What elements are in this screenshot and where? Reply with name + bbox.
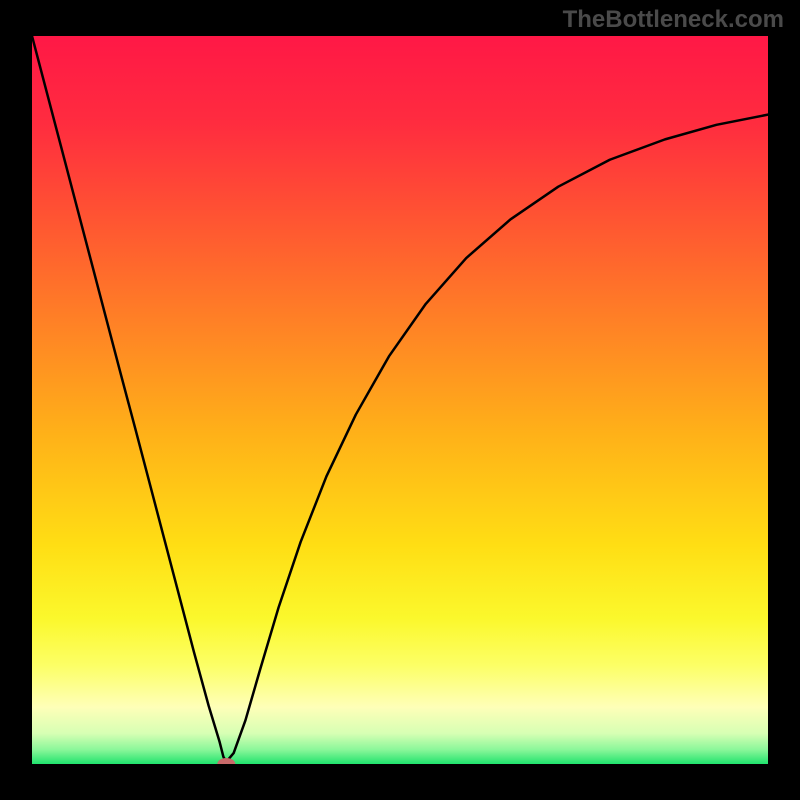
bottleneck-curve-chart <box>32 36 768 764</box>
chart-plot-area <box>32 36 768 764</box>
attribution-text: TheBottleneck.com <box>563 6 784 34</box>
chart-gradient-background <box>32 36 768 764</box>
